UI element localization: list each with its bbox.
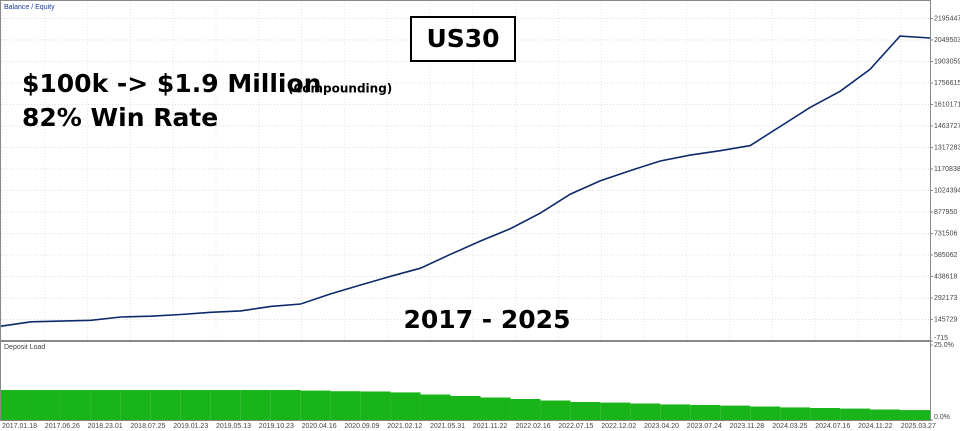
main-pane xyxy=(0,0,931,341)
annotation: 2017 - 2025 xyxy=(404,305,571,334)
y-tick-label: 438618 xyxy=(934,273,957,280)
load-bar xyxy=(690,405,721,420)
load-bar xyxy=(360,391,391,420)
load-bar xyxy=(90,390,121,420)
y-tick-label: 292173 xyxy=(934,295,957,302)
y-tick-label: -715 xyxy=(934,335,948,342)
equity-line xyxy=(0,35,931,327)
load-bar xyxy=(510,399,541,420)
y-tick-label: 1024394 xyxy=(934,187,960,194)
x-tick-label: 2021.11.22 xyxy=(473,423,508,430)
x-tick-label: 2020.09.09 xyxy=(344,423,379,430)
load-bar xyxy=(300,390,331,420)
x-tick-label: 2021.02.12 xyxy=(387,423,422,430)
load-bar xyxy=(330,391,361,420)
x-tick-label: 2024.11.22 xyxy=(858,423,893,430)
load-bar xyxy=(570,402,601,420)
load-bar xyxy=(150,390,181,420)
x-tick-label: 2020.04.16 xyxy=(302,423,337,430)
load-bar xyxy=(480,397,511,420)
load-bar xyxy=(660,404,691,420)
load-bar xyxy=(540,400,571,420)
x-tick-label: 2022.02.16 xyxy=(516,423,551,430)
x-tick-label: 2023.11.28 xyxy=(730,423,765,430)
load-bar xyxy=(390,392,421,420)
x-tick-label: 2023.07.24 xyxy=(687,423,722,430)
x-tick-label: 2022.07.15 xyxy=(558,423,593,430)
x-tick-label: 2024.03.25 xyxy=(772,423,807,430)
load-bar xyxy=(1,390,31,420)
load-bar xyxy=(30,390,61,420)
load-bar xyxy=(270,390,301,420)
y-tick-label: 1903059 xyxy=(934,58,960,65)
load-bar xyxy=(870,409,901,420)
x-tick-label: 2017.06.26 xyxy=(45,423,80,430)
load-bar xyxy=(450,396,481,420)
annotation: 82% Win Rate xyxy=(22,103,218,132)
y-tick-label: 145729 xyxy=(934,316,957,323)
x-tick-label: 2019.05.13 xyxy=(216,423,251,430)
annotation: (Compounding) xyxy=(288,82,392,96)
x-tick-label: 2023.04.20 xyxy=(644,423,679,430)
load-bar xyxy=(840,408,871,420)
legend-entry: Balance / Equity xyxy=(4,4,55,11)
x-tick-label: 2024.07.16 xyxy=(815,423,850,430)
load-bar xyxy=(240,390,271,420)
x-tick-label: 2022.12.02 xyxy=(601,423,636,430)
load-pane xyxy=(0,341,931,421)
y-tick-label: 585062 xyxy=(934,252,957,259)
load-bar xyxy=(630,403,661,420)
x-tick-label: 2018.23.01 xyxy=(88,423,123,430)
y-tick-label: 2049503 xyxy=(934,37,960,44)
y-tick-label: 731506 xyxy=(934,230,957,237)
y-tick-label: 1170838 xyxy=(934,166,960,173)
load-bar xyxy=(120,390,151,420)
load-bar xyxy=(180,390,211,420)
y-tick-label: 0.0% xyxy=(934,414,950,421)
x-tick-label: 2019.10.23 xyxy=(259,423,294,430)
y-tick-label: 2195447 xyxy=(934,15,960,22)
legend-entry: Deposit Load xyxy=(4,344,45,351)
load-bar xyxy=(750,406,781,420)
load-bar xyxy=(420,394,451,420)
y-tick-label: 1463727 xyxy=(934,123,960,130)
load-bar xyxy=(810,408,841,420)
load-bar xyxy=(210,390,241,420)
load-bar xyxy=(600,402,631,420)
x-tick-label: 2018.07.25 xyxy=(130,423,165,430)
load-bar xyxy=(780,407,811,420)
load-bar xyxy=(60,390,91,420)
load-bar xyxy=(720,405,751,420)
x-tick-label: 2021.05.31 xyxy=(430,423,465,430)
load-bar xyxy=(900,410,930,420)
x-tick-label: 2019.01.23 xyxy=(173,423,208,430)
chart-title: US30 xyxy=(426,24,499,53)
y-tick-label: 1610171 xyxy=(934,101,960,108)
x-tick-label: 2017.01.18 xyxy=(2,423,37,430)
y-tick-label: 1317283 xyxy=(934,144,960,151)
title-box xyxy=(410,16,516,62)
y-tick-label: 1756615 xyxy=(934,80,960,87)
y-tick-label: 25.0% xyxy=(934,342,954,349)
y-tick-label: 877950 xyxy=(934,209,957,216)
x-tick-label: 2025.03.27 xyxy=(901,423,936,430)
annotation: $100k -> $1.9 Million xyxy=(22,69,321,98)
